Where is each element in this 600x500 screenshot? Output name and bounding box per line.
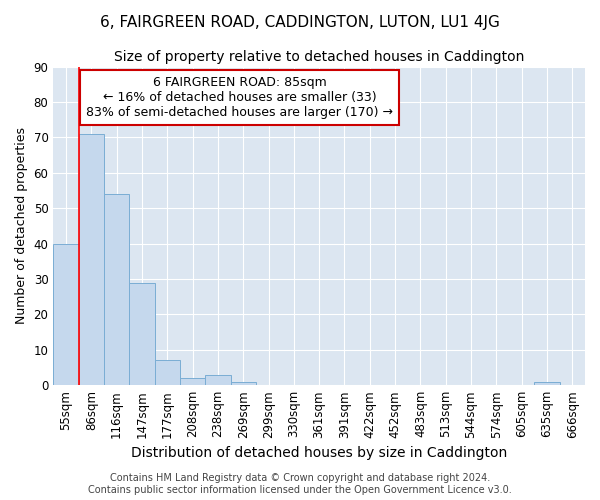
Bar <box>535 382 560 385</box>
X-axis label: Distribution of detached houses by size in Caddington: Distribution of detached houses by size … <box>131 446 507 460</box>
Text: 6, FAIRGREEN ROAD, CADDINGTON, LUTON, LU1 4JG: 6, FAIRGREEN ROAD, CADDINGTON, LUTON, LU… <box>100 15 500 30</box>
Text: 6 FAIRGREEN ROAD: 85sqm
← 16% of detached houses are smaller (33)
83% of semi-de: 6 FAIRGREEN ROAD: 85sqm ← 16% of detache… <box>86 76 393 119</box>
Bar <box>129 282 155 385</box>
Text: Contains HM Land Registry data © Crown copyright and database right 2024.
Contai: Contains HM Land Registry data © Crown c… <box>88 474 512 495</box>
Bar <box>53 244 79 385</box>
Title: Size of property relative to detached houses in Caddington: Size of property relative to detached ho… <box>114 50 524 64</box>
Bar <box>230 382 256 385</box>
Bar <box>205 374 230 385</box>
Y-axis label: Number of detached properties: Number of detached properties <box>15 128 28 324</box>
Bar <box>104 194 129 385</box>
Bar <box>79 134 104 385</box>
Bar <box>180 378 205 385</box>
Bar <box>155 360 180 385</box>
